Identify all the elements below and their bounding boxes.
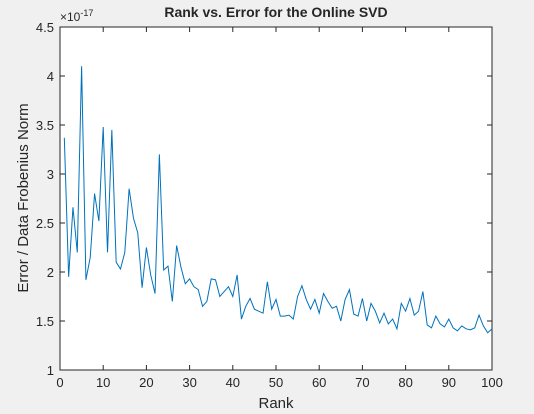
y-axis-label: Error / Data Frobenius Norm: [15, 103, 32, 292]
data-line: [63, 66, 493, 334]
x-tick-label: 100: [481, 375, 503, 390]
y-tick-label: 4.5: [36, 20, 54, 35]
y-tick-label: 1.5: [36, 314, 54, 329]
x-axis-label: Rank: [258, 395, 294, 412]
exponent-power: -17: [80, 8, 93, 18]
x-tick-label: 0: [56, 375, 63, 390]
x-tick-label: 30: [182, 375, 196, 390]
y-tick-label: 2.5: [36, 216, 54, 231]
y-tick-label: 3: [47, 167, 54, 182]
exponent-base: ×10: [60, 10, 81, 24]
x-tick-label: 90: [442, 375, 456, 390]
x-tick-label: 10: [96, 375, 110, 390]
y-tick-label: 4: [47, 69, 54, 84]
x-tick-label: 50: [269, 375, 283, 390]
x-tick-label: 70: [355, 375, 369, 390]
plot-area: [60, 27, 492, 370]
y-exponent: ×10-17: [60, 8, 93, 24]
x-tick-label: 80: [398, 375, 412, 390]
x-tick-label: 40: [226, 375, 240, 390]
x-tick-label: 20: [139, 375, 153, 390]
chart-title: Rank vs. Error for the Online SVD: [164, 4, 387, 20]
x-tick-label: 60: [312, 375, 326, 390]
y-tick-label: 2: [47, 265, 54, 280]
axes-box: [59, 26, 493, 371]
y-tick-label: 3.5: [36, 118, 54, 133]
y-tick-label: 1: [47, 363, 54, 378]
